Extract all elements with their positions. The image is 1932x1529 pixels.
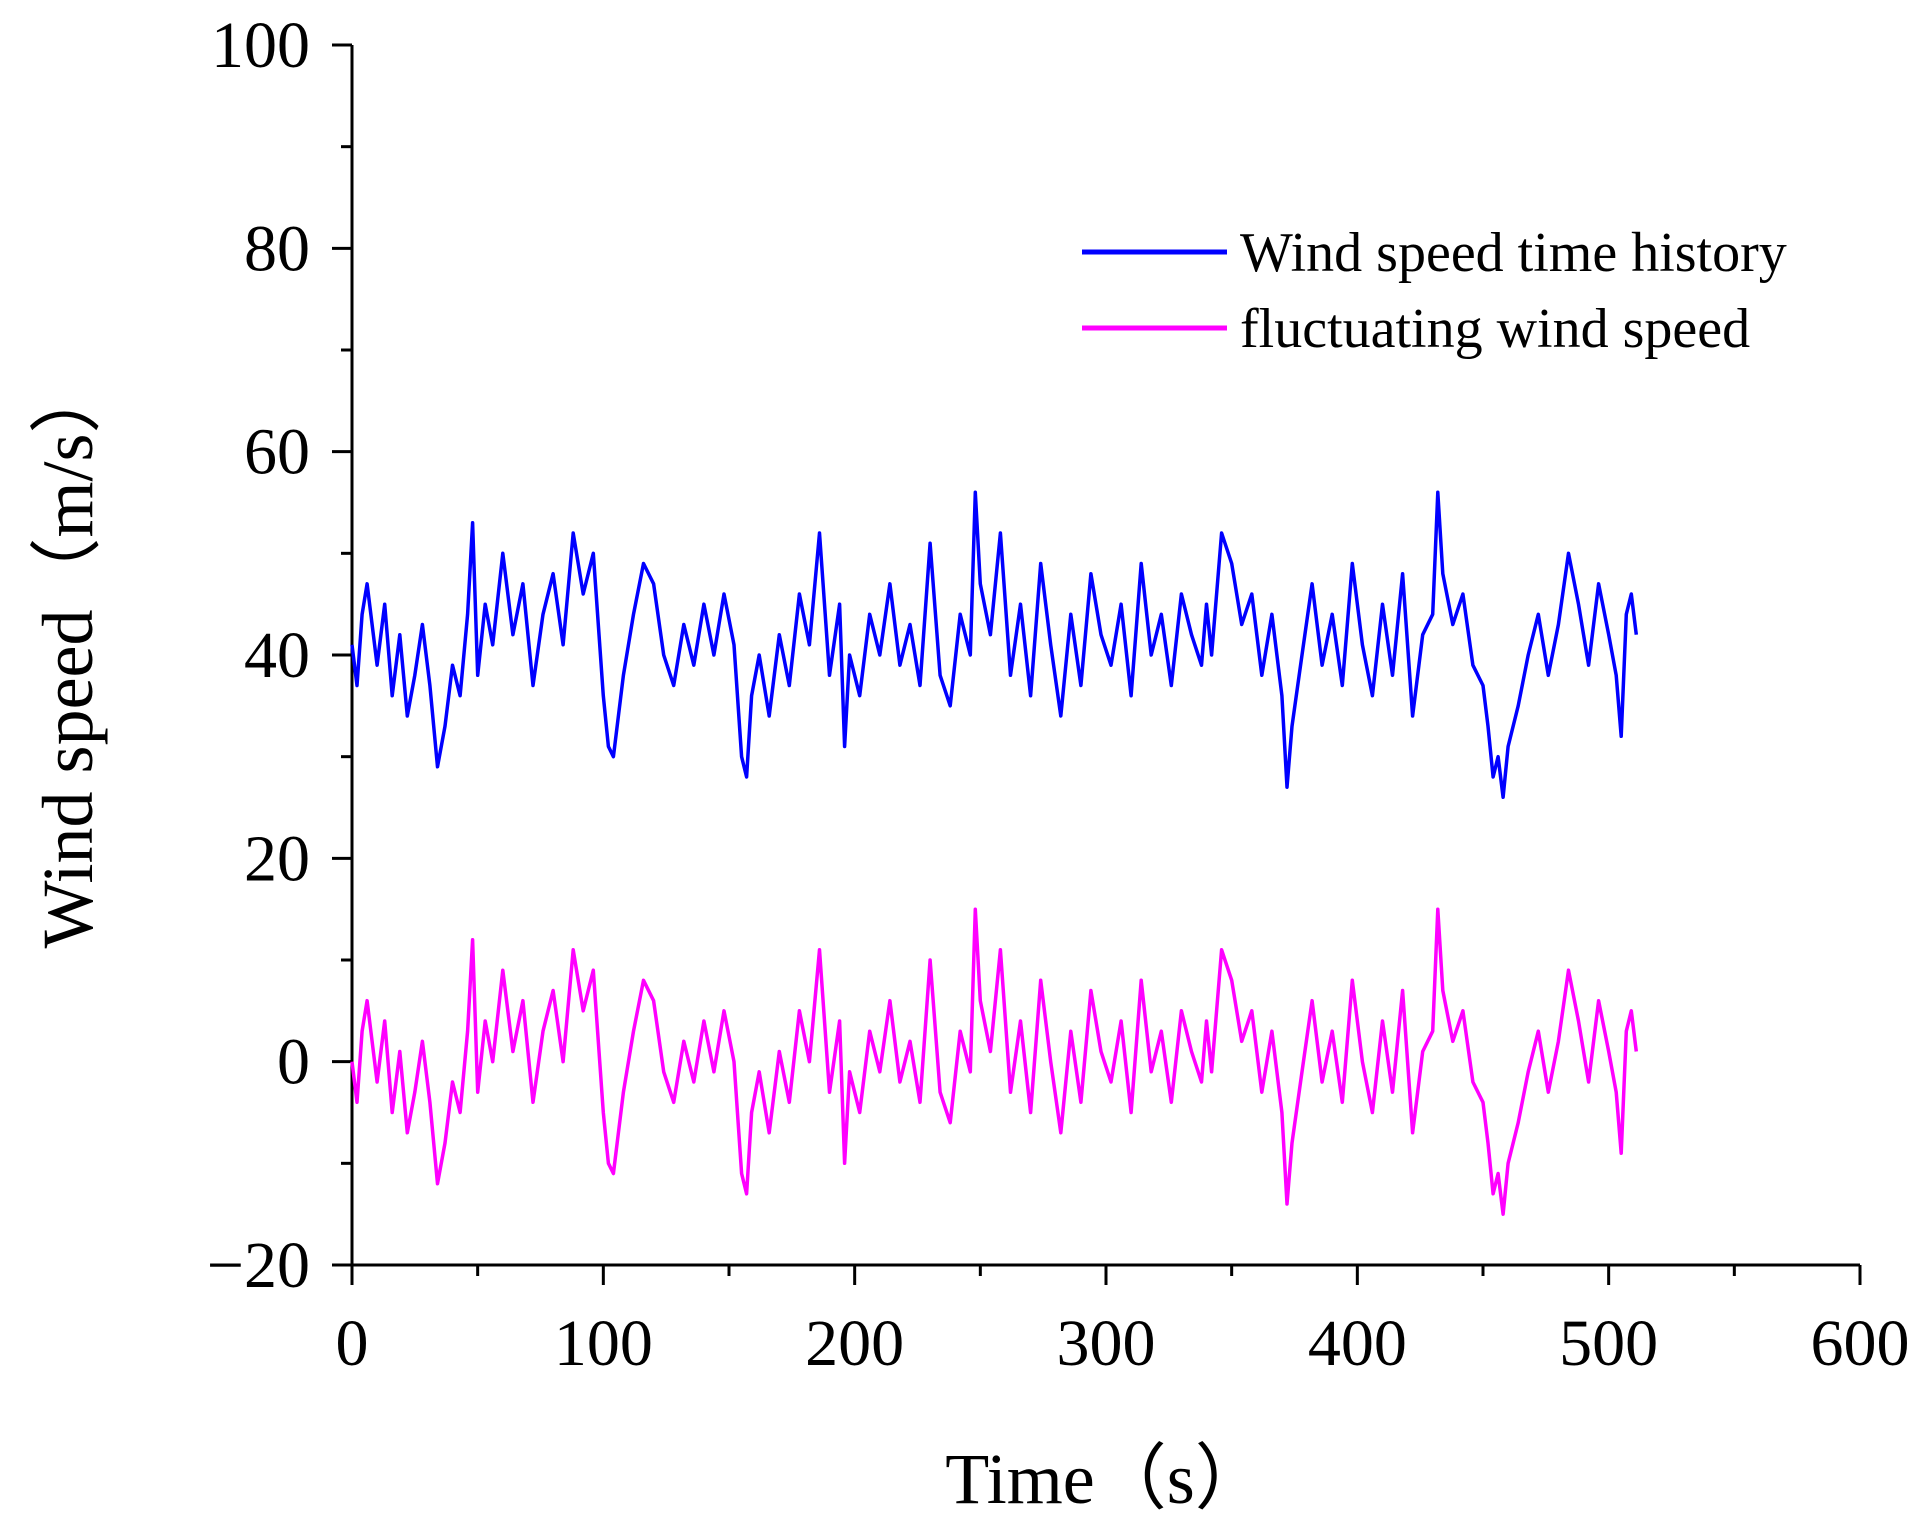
x-tick-label: 200 — [805, 1307, 904, 1380]
legend: Wind speed time history fluctuating wind… — [1082, 222, 1787, 360]
x-tick-label: 500 — [1559, 1307, 1658, 1380]
x-tick-label: 0 — [336, 1307, 369, 1380]
y-tick-label: 60 — [244, 416, 310, 489]
y-tick-label: 0 — [277, 1026, 310, 1099]
y-axis-title: Wind speed（m/s） — [28, 361, 108, 948]
x-tick-label: 300 — [1057, 1307, 1156, 1380]
y-tick-label: −20 — [207, 1229, 310, 1302]
series-line-fluctuating-wind-speed — [350, 907, 1639, 1216]
x-axis-title: Time（s） — [945, 1439, 1266, 1519]
x-tick-label: 600 — [1811, 1307, 1910, 1380]
y-tick-label: 100 — [211, 9, 310, 82]
y-tick-label: 20 — [244, 822, 310, 895]
x-tick-label: 400 — [1308, 1307, 1407, 1380]
legend-label-fluctuating-wind-speed: fluctuating wind speed — [1240, 298, 1750, 360]
legend-label-wind-speed-time-history: Wind speed time history — [1240, 222, 1787, 284]
y-tick-label: 80 — [244, 212, 310, 285]
ticks: −20 0 20 40 60 80 100 0 100 200 300 400 500 600 — [207, 9, 1910, 1380]
x-tick-label: 100 — [554, 1307, 653, 1380]
series-line-wind-speed-time-history — [350, 490, 1639, 800]
series-group — [350, 490, 1639, 1216]
y-tick-label: 40 — [244, 619, 310, 692]
